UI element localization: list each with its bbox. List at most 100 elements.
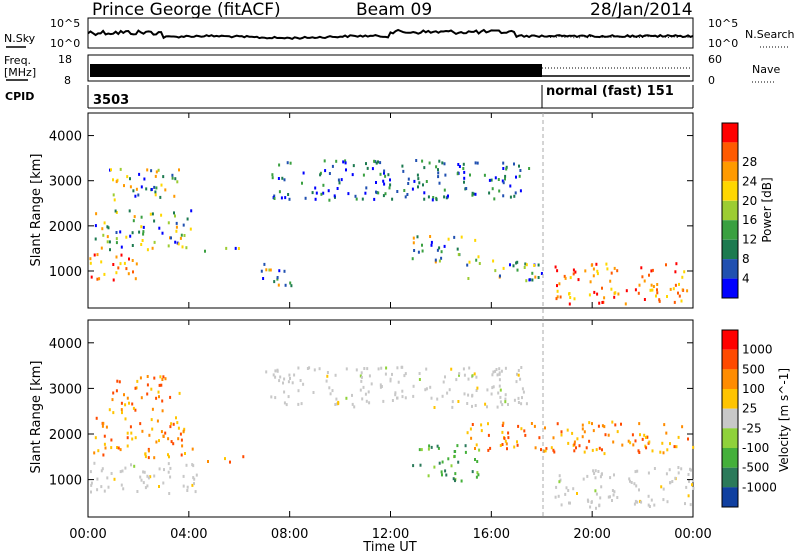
heatmap-cell bbox=[289, 161, 292, 165]
heatmap-cell bbox=[471, 423, 474, 426]
heatmap-cell bbox=[637, 291, 640, 295]
heatmap-cell bbox=[596, 272, 599, 276]
heatmap-cell bbox=[125, 235, 128, 239]
heatmap-cell bbox=[595, 448, 598, 452]
heatmap-cell bbox=[95, 416, 98, 420]
heatmap-cell bbox=[160, 213, 163, 217]
heatmap-cell bbox=[463, 170, 466, 174]
heatmap-cell bbox=[121, 469, 124, 473]
heatmap-cell bbox=[491, 187, 494, 191]
heatmap-cell bbox=[384, 174, 387, 178]
heatmap-cell bbox=[184, 452, 186, 455]
heatmap-cell bbox=[112, 263, 115, 266]
heatmap-cell bbox=[394, 393, 397, 397]
heatmap-cell bbox=[471, 193, 474, 197]
heatmap-cell bbox=[338, 181, 341, 185]
colorbar-cell bbox=[722, 200, 738, 221]
heatmap-cell bbox=[665, 472, 668, 476]
colorbar-tick-label: 4 bbox=[742, 272, 750, 286]
heatmap-cell bbox=[377, 160, 379, 164]
heatmap-cell bbox=[571, 431, 574, 435]
heatmap-cell bbox=[471, 404, 473, 408]
heatmap-cell bbox=[181, 444, 184, 448]
heatmap-cell bbox=[175, 221, 178, 225]
colorbar-tick-label: 8 bbox=[742, 252, 750, 266]
heatmap-cell bbox=[564, 276, 567, 280]
heatmap-cell bbox=[105, 425, 108, 429]
heatmap-cell bbox=[225, 246, 228, 250]
y-tick-label: 2000 bbox=[49, 220, 82, 235]
heatmap-cell bbox=[688, 479, 690, 483]
heatmap-cell bbox=[169, 466, 172, 470]
heatmap-cell bbox=[156, 419, 159, 423]
heatmap-cell bbox=[457, 400, 460, 403]
colorbar-tick-label: 24 bbox=[742, 174, 757, 188]
heatmap-cell bbox=[186, 485, 189, 489]
heatmap-cell bbox=[167, 462, 170, 466]
heatmap-cell bbox=[458, 372, 461, 376]
heatmap-cell bbox=[594, 476, 597, 480]
heatmap-cell bbox=[423, 191, 426, 195]
heatmap-cell bbox=[315, 191, 318, 195]
heatmap-cell bbox=[168, 492, 171, 495]
heatmap-cell bbox=[572, 272, 575, 276]
heatmap-cell bbox=[126, 175, 129, 179]
heatmap-cell bbox=[158, 467, 161, 471]
heatmap-cell bbox=[504, 393, 507, 397]
heatmap-cell bbox=[639, 433, 641, 437]
heatmap-cell bbox=[167, 470, 170, 474]
heatmap-cell bbox=[533, 264, 536, 267]
heatmap-cell bbox=[433, 465, 436, 469]
colorbar-cell bbox=[722, 428, 738, 448]
heatmap-cell bbox=[592, 429, 595, 433]
heatmap-cell bbox=[668, 468, 671, 472]
heatmap-cell bbox=[447, 237, 450, 241]
heatmap-cell bbox=[103, 434, 106, 438]
heatmap-cell bbox=[497, 178, 500, 181]
heatmap-cell bbox=[658, 299, 661, 303]
colorbar-tick-label: 12 bbox=[742, 233, 757, 247]
heatmap-cell bbox=[427, 447, 430, 451]
heatmap-cell bbox=[669, 481, 672, 485]
heatmap-cell bbox=[134, 386, 137, 390]
heatmap-cell bbox=[351, 173, 354, 177]
heatmap-cell bbox=[287, 395, 290, 399]
heatmap-cell bbox=[506, 447, 508, 451]
heatmap-cell bbox=[335, 159, 338, 163]
heatmap-cell bbox=[302, 171, 305, 175]
heatmap-cell bbox=[276, 277, 279, 281]
velocity-plot-frame bbox=[87, 319, 694, 518]
heatmap-cell bbox=[362, 385, 365, 389]
heatmap-cell bbox=[100, 485, 103, 489]
cpid-segment-1: 3503 bbox=[93, 93, 129, 108]
heatmap-cell bbox=[491, 386, 494, 390]
heatmap-cell bbox=[509, 263, 511, 267]
heatmap-cell bbox=[523, 429, 526, 433]
heatmap-cell bbox=[629, 479, 631, 483]
heatmap-cell bbox=[560, 503, 563, 507]
heatmap-cell bbox=[501, 403, 504, 407]
heatmap-cell bbox=[96, 488, 99, 492]
heatmap-cell bbox=[394, 391, 397, 395]
heatmap-cell bbox=[138, 230, 141, 234]
heatmap-cell bbox=[112, 391, 115, 395]
heatmap-cell bbox=[162, 481, 165, 485]
heatmap-cell bbox=[119, 167, 122, 171]
heatmap-cell bbox=[463, 176, 466, 180]
heatmap-cell bbox=[558, 474, 561, 478]
heatmap-cell bbox=[478, 448, 481, 452]
heatmap-cell bbox=[480, 429, 483, 433]
velocity-yticks: 1000 2000 3000 4000 bbox=[49, 337, 693, 489]
heatmap-cell bbox=[499, 395, 502, 399]
heatmap-cell bbox=[160, 183, 163, 187]
heatmap-cell bbox=[487, 433, 490, 437]
heatmap-cell bbox=[572, 487, 575, 491]
heatmap-cell bbox=[403, 374, 406, 378]
heatmap-cell bbox=[319, 173, 322, 177]
heatmap-cell bbox=[169, 395, 172, 399]
heatmap-cell bbox=[115, 389, 118, 393]
heatmap-cell bbox=[560, 433, 563, 437]
heatmap-cell bbox=[424, 388, 427, 392]
heatmap-cell bbox=[659, 450, 662, 454]
heatmap-cell bbox=[443, 244, 446, 248]
